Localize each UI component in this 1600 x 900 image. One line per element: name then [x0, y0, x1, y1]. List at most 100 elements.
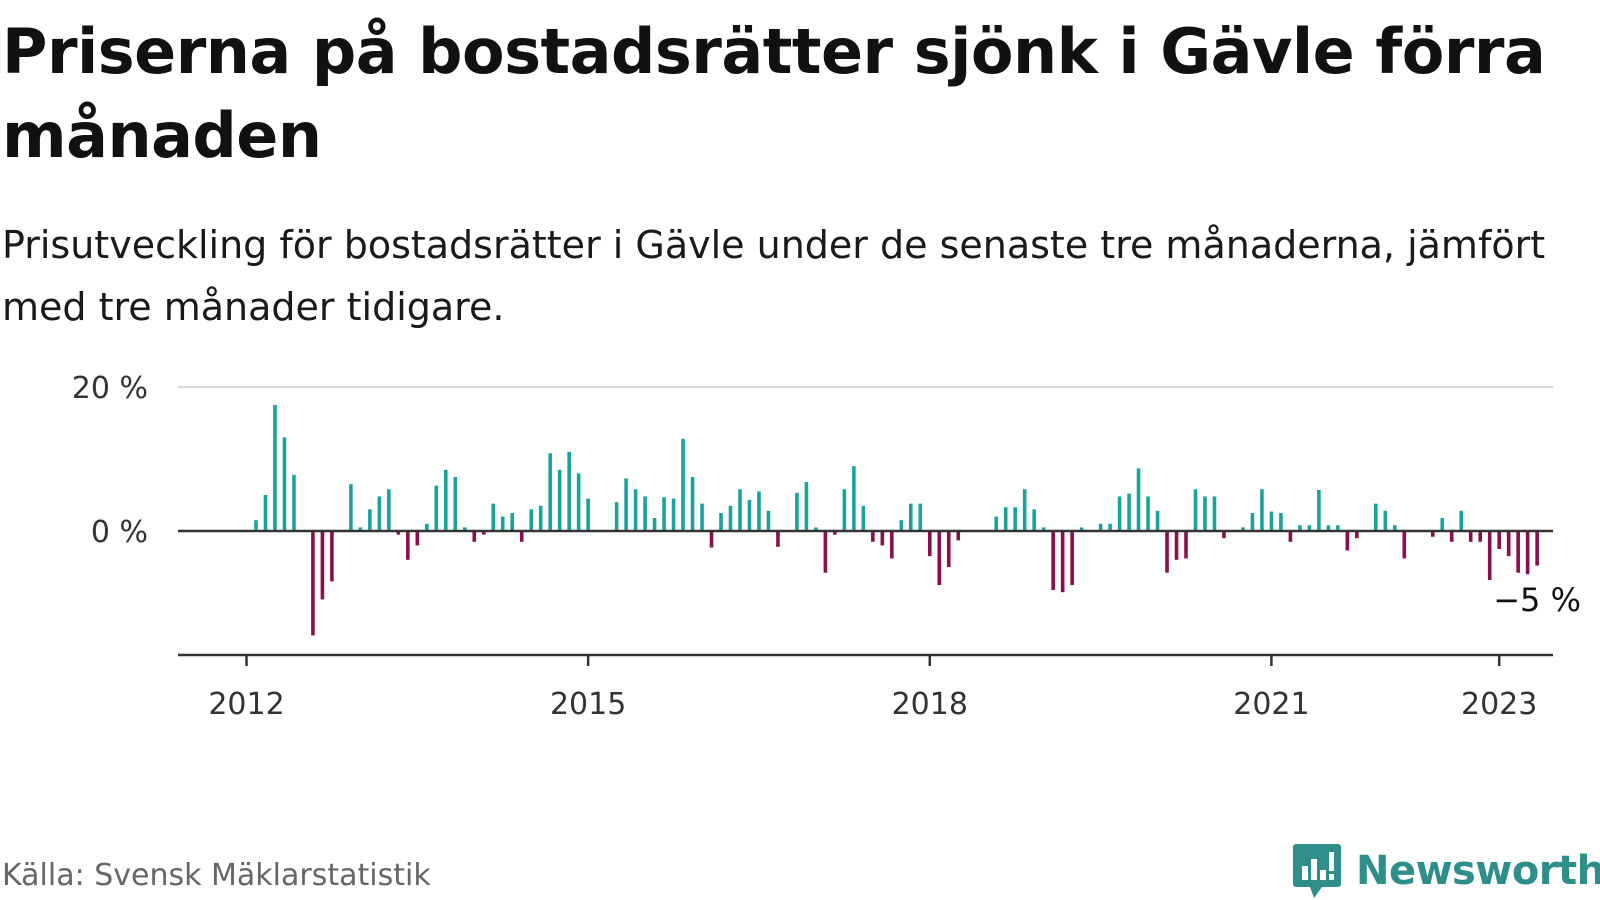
bar: [994, 516, 999, 531]
x-ticks-group: 2012 2015 2018 2021 2023: [208, 655, 1537, 722]
bar: [1374, 503, 1378, 531]
bar: [1241, 527, 1245, 531]
brand-logo: Newsworthy: [1292, 842, 1600, 900]
bar: [1079, 527, 1084, 531]
bar: [462, 527, 467, 531]
chart-title: Priserna på bostadsrätter sjönk i Gävle …: [2, 15, 1546, 172]
bar: [1392, 525, 1397, 531]
bar: [946, 531, 951, 567]
bar: [662, 497, 666, 531]
bar: [709, 531, 714, 548]
bar: [1136, 468, 1141, 531]
bar: [728, 505, 733, 531]
bar: [1402, 531, 1407, 559]
bar: [1212, 496, 1217, 531]
bar: [1108, 523, 1112, 531]
bar: [719, 513, 723, 531]
bar: [927, 531, 932, 557]
bar: [349, 484, 353, 531]
bar: [1174, 531, 1179, 560]
bar: [1326, 525, 1331, 531]
bar: [671, 498, 676, 531]
bar: [1184, 531, 1188, 559]
bar: [1117, 496, 1122, 531]
bar: [795, 492, 799, 531]
bar: [1298, 525, 1302, 531]
bar: [852, 466, 856, 531]
bar: [757, 491, 761, 531]
bar: [1155, 510, 1160, 531]
bar: [1317, 489, 1321, 531]
bar: [1487, 531, 1492, 580]
y-tick-label-0: 0 %: [91, 515, 148, 550]
bar: [1013, 507, 1017, 531]
bar: [1459, 510, 1464, 531]
chart-subtitle: Prisutveckling för bostadsrätter i Gävle…: [2, 223, 1546, 329]
bar: [548, 453, 552, 531]
bar: [1516, 531, 1520, 573]
bar: [937, 531, 942, 585]
bar: [1383, 510, 1388, 531]
bars-group: [254, 405, 1539, 636]
bar: [491, 503, 496, 531]
x-tick-label: 2023: [1461, 687, 1537, 722]
bar: [1497, 531, 1501, 549]
bar: [861, 505, 866, 531]
bar: [1193, 489, 1198, 531]
bar: [263, 495, 268, 531]
bar: [909, 503, 913, 531]
bar: [956, 531, 961, 541]
bar: [1269, 511, 1274, 531]
bar: [472, 531, 477, 542]
x-tick-label: 2021: [1233, 687, 1309, 722]
bar: [1506, 531, 1511, 557]
bar: [576, 473, 581, 531]
bar: [567, 451, 571, 531]
bar: [481, 531, 486, 535]
bar: [804, 482, 809, 531]
bar: [425, 523, 429, 531]
bar: [823, 531, 828, 573]
bar: [1440, 518, 1445, 531]
bar: [1203, 496, 1207, 531]
bar: [1222, 531, 1226, 539]
bar: [766, 510, 771, 531]
bar: [871, 531, 875, 542]
bar: [633, 489, 638, 531]
bar: [311, 531, 315, 636]
bar: [1430, 531, 1435, 537]
bar: [273, 405, 277, 531]
bar: [443, 469, 448, 531]
bar: [387, 489, 391, 531]
bar: [519, 531, 524, 542]
bar: [510, 513, 515, 531]
bar: [1060, 531, 1065, 593]
bar: [1032, 509, 1036, 531]
bar: [368, 509, 372, 531]
bar: [1127, 493, 1131, 531]
bar: [1279, 513, 1283, 531]
bar: [358, 527, 363, 531]
bar: [1165, 531, 1169, 573]
bar: [377, 496, 382, 531]
bar: [890, 531, 894, 559]
bar: [1051, 531, 1055, 591]
bar: [624, 478, 628, 531]
bar: [1535, 531, 1539, 566]
bar: [282, 437, 287, 531]
bar: [842, 489, 847, 531]
bar: [1098, 523, 1103, 531]
bar: [529, 509, 533, 531]
bar: [1041, 527, 1046, 531]
bar: [292, 474, 296, 531]
bar: [1288, 531, 1293, 542]
bar: [1250, 513, 1255, 531]
bar: [453, 477, 458, 531]
bar: [747, 500, 752, 531]
bar: [690, 477, 695, 531]
bar: [500, 516, 505, 531]
bar: [320, 531, 325, 600]
bar: [643, 496, 647, 531]
bar: [880, 531, 885, 546]
